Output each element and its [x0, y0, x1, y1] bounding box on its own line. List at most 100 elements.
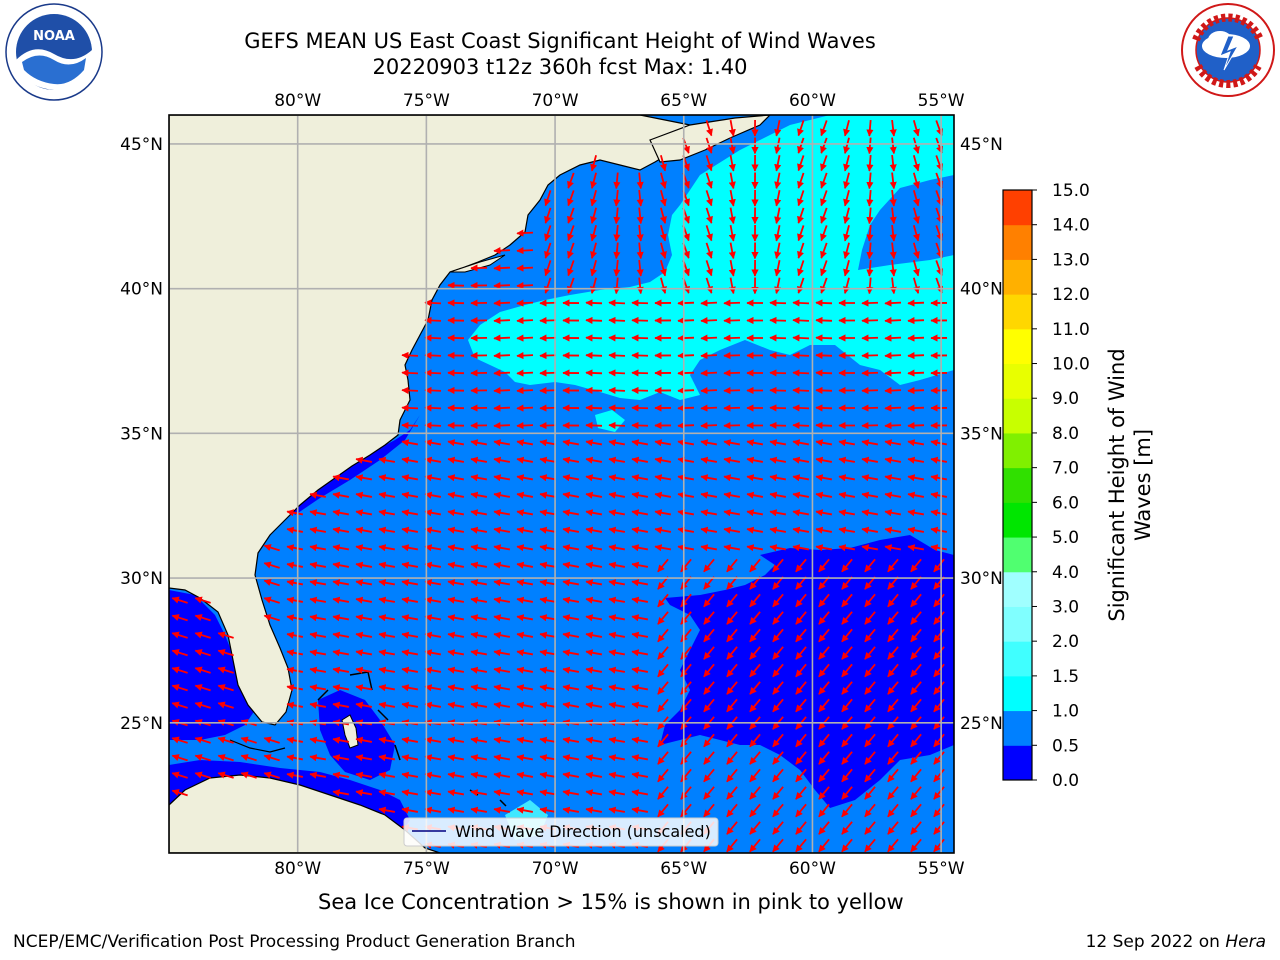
wind-wave-arrow	[332, 491, 350, 499]
wind-wave-arrow	[728, 207, 736, 225]
wind-wave-arrow	[818, 821, 830, 835]
land-nova-scotia	[649, 115, 771, 163]
lat-tick-right: 45°N	[960, 135, 1003, 155]
wind-wave-arrow	[544, 190, 552, 207]
wind-wave-arrow	[401, 421, 419, 430]
wind-wave-arrow	[726, 803, 738, 818]
wind-wave-arrow	[818, 576, 830, 590]
wind-wave-arrow	[585, 491, 603, 499]
wind-wave-arrow	[654, 526, 672, 534]
wind-wave-arrow	[631, 684, 649, 692]
wind-wave-arrow	[608, 701, 626, 709]
wind-wave-arrow	[680, 576, 692, 590]
wind-wave-arrow	[815, 439, 833, 447]
wind-wave-arrow	[700, 456, 718, 464]
wind-wave-arrow	[864, 838, 876, 853]
wind-wave-arrow	[608, 684, 626, 692]
wind-wave-arrow	[818, 698, 830, 713]
wind-wave-arrow	[631, 754, 649, 762]
wind-wave-arrow	[818, 663, 830, 678]
wind-wave-arrow	[861, 509, 879, 517]
wind-wave-arrow	[723, 526, 741, 534]
wind-wave-arrow	[705, 155, 713, 172]
wind-wave-arrow	[795, 698, 807, 713]
wind-wave-arrow	[864, 628, 876, 643]
wind-wave-arrow	[933, 611, 945, 625]
wind-wave-arrow	[889, 259, 897, 277]
wind-wave-arrow	[818, 611, 830, 625]
wind-wave-arrow	[843, 137, 851, 154]
wind-wave-arrow	[631, 456, 649, 464]
wind-wave-arrow	[887, 576, 899, 590]
wind-wave-arrow	[355, 491, 373, 499]
wind-wave-arrow	[815, 369, 833, 377]
wind-wave-arrow	[723, 386, 741, 395]
wind-wave-arrow	[659, 172, 667, 189]
wind-wave-arrow	[912, 277, 920, 294]
wind-wave-arrow	[680, 593, 692, 608]
colorbar-segment	[1003, 363, 1032, 399]
wind-wave-arrow	[654, 491, 672, 499]
wind-wave-arrow	[772, 803, 784, 818]
wind-wave-arrow	[332, 561, 350, 569]
wind-wave-arrow	[516, 474, 534, 482]
wind-wave-arrow	[378, 509, 396, 517]
colorbar-tick-label: 8.0	[1052, 424, 1079, 444]
wind-wave-arrow	[378, 736, 396, 744]
wind-wave-arrow	[585, 439, 603, 447]
wind-wave-arrow	[749, 646, 761, 660]
wind-wave-arrow	[792, 474, 810, 482]
wind-wave-arrow	[355, 456, 373, 464]
wind-wave-arrow	[401, 596, 419, 604]
wind-wave-arrow	[286, 684, 304, 692]
wind-wave-arrow	[654, 509, 672, 517]
wind-wave-arrow	[447, 684, 465, 692]
wind-wave-arrow	[677, 421, 695, 430]
wind-wave-arrow	[705, 120, 713, 137]
wind-wave-arrow	[401, 666, 419, 674]
wind-wave-arrow	[728, 224, 736, 242]
wind-wave-arrow	[608, 666, 626, 674]
wave-region-low-gulf	[169, 590, 255, 740]
wind-wave-arrow	[864, 593, 876, 608]
wind-wave-arrow	[194, 684, 211, 692]
wind-wave-arrow	[774, 259, 782, 277]
wind-wave-arrow	[608, 579, 626, 587]
wind-wave-arrow	[401, 509, 419, 517]
wind-wave-arrow	[677, 491, 695, 499]
wind-wave-arrow	[884, 456, 902, 464]
wind-wave-arrow	[866, 207, 874, 225]
wind-wave-arrow	[493, 421, 511, 430]
wind-wave-arrow	[769, 491, 787, 499]
wind-wave-arrow	[401, 561, 419, 569]
wind-wave-arrow	[861, 474, 879, 482]
wind-wave-arrow	[470, 526, 488, 534]
wind-wave-arrow	[705, 260, 713, 277]
wind-wave-arrow	[772, 733, 784, 748]
wind-wave-arrow	[659, 242, 667, 259]
wind-wave-arrow	[769, 421, 787, 430]
wind-wave-arrow	[539, 561, 557, 569]
wind-wave-arrow	[585, 579, 603, 587]
wind-wave-arrow	[705, 277, 713, 294]
wind-wave-arrow	[562, 561, 580, 569]
wind-wave-arrow	[889, 207, 897, 225]
wind-wave-arrow	[544, 277, 552, 294]
wind-wave-arrow	[933, 698, 945, 713]
wind-wave-arrow	[309, 544, 327, 552]
wind-wave-arrow	[910, 786, 922, 800]
wind-wave-arrow	[401, 544, 419, 552]
wind-wave-arrow	[769, 299, 787, 307]
wind-wave-arrow	[470, 456, 488, 464]
wind-wave-arrow	[493, 561, 511, 569]
wind-wave-arrow	[516, 701, 534, 709]
wind-wave-arrow	[562, 754, 580, 762]
wind-wave-arrow	[746, 526, 764, 534]
wind-wave-arrow	[887, 768, 899, 783]
wind-wave-arrow	[884, 299, 902, 307]
wind-wave-arrow	[930, 474, 948, 482]
wind-wave-arrow	[884, 491, 902, 499]
wind-wave-arrow	[907, 439, 925, 447]
wind-wave-arrow	[263, 596, 280, 604]
wind-wave-arrow	[841, 611, 853, 625]
